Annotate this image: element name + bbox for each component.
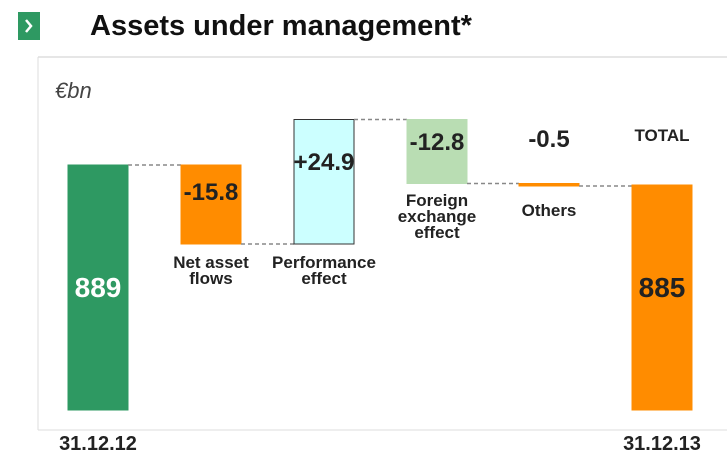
category-label: Net asset flows [173, 253, 249, 288]
value-label: 885 [638, 272, 686, 303]
category-label: Performance effect [272, 253, 376, 288]
chart-title: Assets under management* [90, 10, 472, 42]
unit-label: €bn [55, 78, 92, 103]
value-label: -15.8 [183, 179, 239, 206]
chevron [25, 19, 33, 33]
value-label: -0.5 [528, 126, 570, 153]
category-label: 31.12.13 [623, 433, 701, 455]
bar [293, 119, 355, 245]
category-label: Foreign exchange effect [397, 191, 477, 242]
title-icon [18, 12, 40, 40]
bar [518, 183, 580, 187]
bar [180, 164, 242, 245]
category-label: Others [521, 201, 577, 220]
category-label: 31.12.12 [59, 433, 137, 455]
value-label: 889 [74, 272, 122, 303]
bar [67, 164, 129, 411]
annotation: TOTAL [634, 126, 690, 145]
value-label: -12.8 [409, 129, 465, 156]
bar [406, 119, 468, 184]
bar [631, 184, 693, 411]
value-label: +24.9 [293, 149, 355, 176]
